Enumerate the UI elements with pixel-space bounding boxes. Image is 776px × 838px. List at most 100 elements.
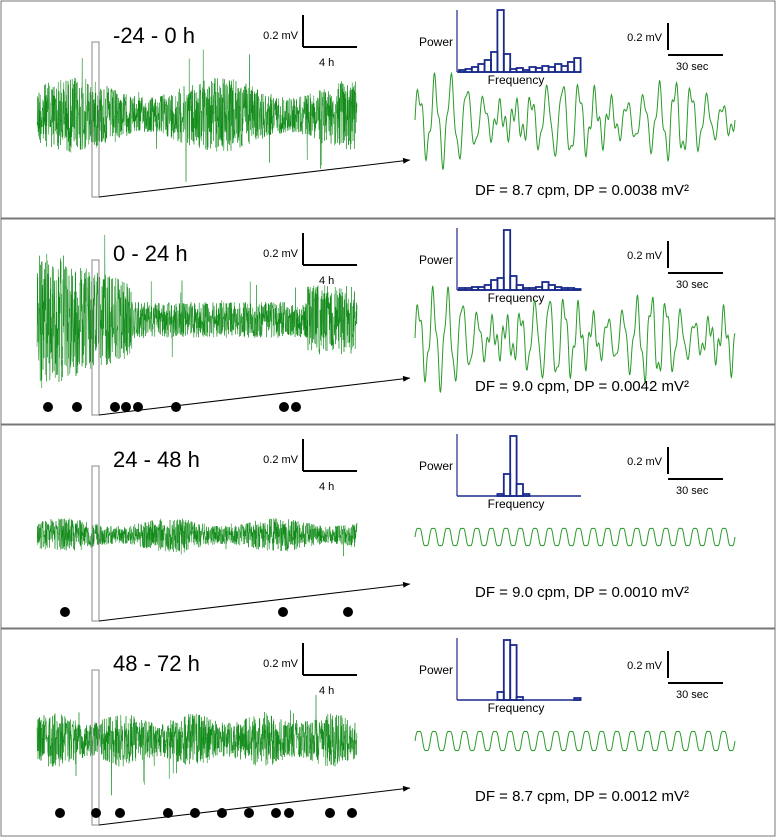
event-dot (163, 808, 173, 818)
summary: DF = 8.7 cpm, DP = 0.0012 mV² (475, 788, 689, 805)
spectrum-bar (502, 473, 512, 497)
spectrum-bar (560, 65, 569, 73)
spectrum-x-label: Frequency (488, 701, 545, 715)
event-dot (190, 808, 200, 818)
zoom-arrow (98, 157, 411, 198)
raw-trace (36, 234, 358, 388)
zoom-scale-amplitude: 0.2 mV (627, 32, 663, 44)
zoom-trace (414, 71, 736, 170)
panel-label: 48 - 72 h (113, 651, 200, 676)
spectrum-bar (554, 63, 563, 73)
event-dot (325, 808, 335, 818)
event-dot (279, 402, 289, 412)
scale-amplitude: 0.2 mV (263, 248, 299, 260)
spectrum-bar (502, 53, 512, 73)
event-dot (115, 808, 125, 818)
scale-amplitude: 0.2 mV (263, 454, 299, 466)
event-dot (284, 808, 294, 818)
spectrum-bar (502, 229, 512, 291)
spectrum-bar (541, 281, 550, 291)
selection-box (91, 465, 100, 622)
event-dot (244, 808, 254, 818)
raw-trace (36, 49, 358, 182)
spectrum-bar (496, 9, 505, 73)
event-dot (43, 402, 53, 412)
panel-label: 0 - 24 h (113, 241, 188, 266)
panel-border (0, 0, 776, 219)
summary: DF = 9.0 cpm, DP = 0.0042 mV² (475, 378, 689, 395)
zoom-arrow (98, 581, 411, 622)
spectrum-x-label: Frequency (488, 73, 545, 87)
spectrum-y-label: Power (419, 253, 453, 267)
spectrum-y-label: Power (419, 35, 453, 49)
event-dot (91, 808, 101, 818)
event-dot (171, 402, 181, 412)
scale-time: 4 h (319, 57, 334, 69)
selection-box (91, 259, 100, 416)
panel: 24 - 48 h 0.2 mV 4 h Power Frequency 0.2 mV 30… (0, 424, 776, 629)
scale-amplitude: 0.2 mV (263, 30, 299, 42)
zoom-scale-time: 30 sec (676, 485, 709, 497)
zoom-scale-amplitude: 0.2 mV (627, 456, 663, 468)
spectrum-bar (496, 691, 505, 701)
spectrum-bar (573, 57, 582, 73)
spectrum-bar (509, 644, 518, 701)
spectrum-bar (483, 59, 492, 73)
event-dot (121, 402, 131, 412)
spectrum-x-label: Frequency (488, 497, 545, 511)
event-dot (291, 402, 301, 412)
spectrum-bar (502, 639, 512, 701)
spectrum-bar (509, 275, 518, 291)
event-dot (110, 402, 120, 412)
zoom-trace (414, 527, 736, 547)
event-dot (55, 808, 65, 818)
panel-border (0, 424, 776, 629)
panel: -24 - 0 h 0.2 mV 4 h Power Frequency 0.2 mV 30… (0, 0, 776, 219)
event-dot (271, 808, 281, 818)
spectrum-bar (515, 483, 524, 497)
zoom-trace (414, 730, 736, 752)
zoom-scale-time: 30 sec (676, 61, 709, 73)
scale-time: 4 h (319, 275, 334, 287)
spectrum-bar (490, 279, 499, 291)
panel-border (0, 218, 776, 425)
event-dot (343, 607, 353, 617)
summary: DF = 8.7 cpm, DP = 0.0038 mV² (475, 182, 689, 199)
panel: 0 - 24 h 0.2 mV 4 h Power Frequency 0.2 mV 30 … (0, 218, 776, 425)
spectrum-bar (490, 51, 499, 73)
zoom-scale-amplitude: 0.2 mV (627, 660, 663, 672)
spectrum-y-label: Power (419, 663, 453, 677)
zoom-arrow (98, 785, 411, 826)
spectrum-bar (496, 277, 505, 291)
event-dot (278, 607, 288, 617)
panel-border (0, 628, 776, 837)
spectrum-bar (541, 65, 550, 73)
panel: 48 - 72 h 0.2 mV 4 h Power Frequency 0.2 mV 30… (0, 628, 776, 837)
raw-trace (36, 694, 358, 796)
scale-time: 4 h (319, 481, 334, 493)
summary: DF = 9.0 cpm, DP = 0.0010 mV² (475, 584, 689, 601)
zoom-scale-time: 30 sec (676, 279, 709, 291)
scale-time: 4 h (319, 685, 334, 697)
event-dot (72, 402, 82, 412)
zoom-scale-time: 30 sec (676, 689, 709, 701)
scale-amplitude: 0.2 mV (263, 658, 299, 670)
zoom-arrow (98, 375, 411, 416)
event-dot (347, 808, 357, 818)
event-dot (133, 402, 143, 412)
spectrum-y-label: Power (419, 459, 453, 473)
panel-label: 24 - 48 h (113, 447, 200, 472)
raw-trace (36, 518, 358, 557)
event-dot (217, 808, 227, 818)
spectrum-bar (566, 61, 576, 73)
spectrum-bar (509, 435, 518, 497)
zoom-trace (414, 285, 736, 393)
spectrum-bar (477, 63, 486, 73)
spectrum-x-label: Frequency (488, 291, 545, 305)
selection-box (91, 669, 100, 826)
event-dot (60, 607, 70, 617)
zoom-scale-amplitude: 0.2 mV (627, 250, 663, 262)
selection-box (91, 41, 100, 198)
panel-label: -24 - 0 h (113, 23, 195, 48)
